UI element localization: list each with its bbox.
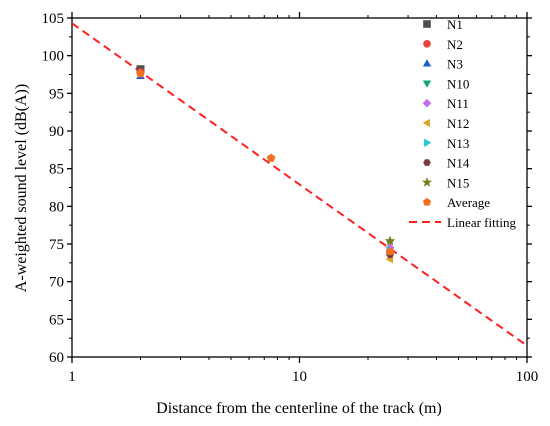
y-tick-label: 90	[49, 124, 64, 140]
point-average	[266, 153, 276, 162]
legend-marker-n15	[421, 177, 433, 187]
legend-label-n3: N3	[447, 57, 463, 72]
legend-marker-n14	[423, 159, 431, 166]
legend-label-n13: N13	[447, 136, 469, 151]
y-tick-label: 105	[42, 11, 65, 27]
legend-marker-n12	[422, 118, 430, 128]
y-tick-label: 60	[49, 350, 64, 366]
data-points	[136, 65, 396, 264]
y-tick-label: 75	[49, 237, 64, 253]
y-tick-label: 85	[49, 162, 64, 178]
legend-marker-n3	[422, 59, 432, 67]
x-tick-label: 1	[68, 369, 76, 385]
point-n15	[384, 235, 396, 246]
y-tick-label: 100	[42, 49, 65, 65]
fit-line	[71, 22, 528, 347]
legend-marker-n1	[423, 20, 431, 28]
y-tick-label: 65	[49, 312, 64, 328]
x-tick-label: 100	[516, 369, 539, 385]
legend-label-n12: N12	[447, 116, 469, 131]
y-tick-label: 70	[49, 275, 64, 291]
legend-marker-n2	[423, 40, 431, 48]
legend-label-n10: N10	[447, 76, 469, 91]
legend-label-average: Average	[447, 195, 490, 210]
y-axis-title: A-weighted sound level (dB(A))	[13, 84, 30, 292]
legend-marker-n13	[424, 138, 432, 147]
legend: N1 N2 N3 N10 N11 N12 N13 N14 N15 Average Linear fi…	[409, 17, 516, 230]
fit-line-layer	[71, 22, 528, 347]
legend-label-fit: Linear fitting	[447, 215, 516, 230]
legend-marker-n11	[422, 98, 432, 108]
y-tick-label: 80	[49, 199, 64, 215]
point-average	[385, 247, 395, 256]
x-tick-label: 10	[292, 369, 307, 385]
y-tick-label: 95	[49, 86, 64, 102]
legend-label-n14: N14	[447, 156, 470, 171]
legend-label-n1: N1	[447, 17, 463, 32]
x-axis-title: Distance from the centerline of the trac…	[156, 400, 442, 417]
point-average	[136, 69, 145, 78]
legend-label-n2: N2	[447, 37, 463, 52]
legend-marker-n10	[422, 80, 432, 88]
legend-label-n15: N15	[447, 175, 469, 190]
legend-label-n11: N11	[447, 96, 469, 111]
legend-marker-average	[422, 197, 432, 206]
